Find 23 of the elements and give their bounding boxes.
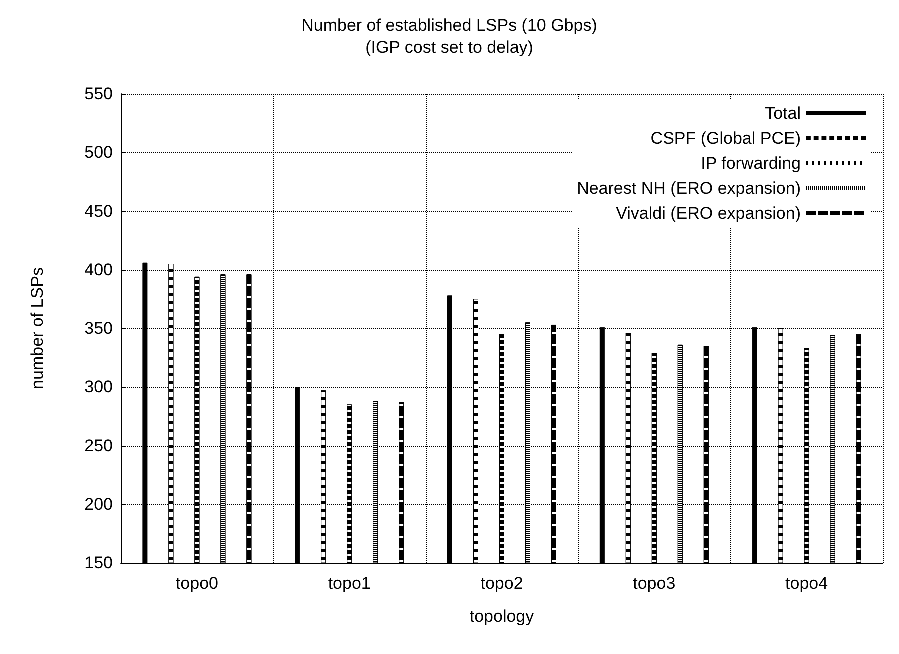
legend-label: Nearest NH (ERO expansion) [577, 179, 801, 198]
x-tick-label: topo1 [328, 574, 371, 593]
x-tick-label: topo3 [633, 574, 676, 593]
y-tick-label: 200 [84, 494, 113, 514]
chart-subtitle: (IGP cost set to delay) [366, 38, 534, 57]
y-axis-title: number of LSPs [28, 268, 47, 390]
y-tick-label: 250 [84, 436, 113, 456]
y-tick-label: 500 [84, 143, 113, 162]
y-tick-label: 350 [84, 319, 113, 338]
x-tick-label: topo2 [480, 574, 524, 593]
y-tick-label: 150 [84, 554, 113, 572]
legend-label: IP forwarding [701, 154, 801, 173]
x-axis-title: topology [470, 607, 535, 626]
chart-title: Number of established LSPs (10 Gbps) [302, 16, 598, 35]
legend-label: Vivaldi (ERO expansion) [616, 204, 801, 223]
legend-label: CSPF (Global PCE) [650, 129, 801, 148]
y-tick-label: 550 [84, 84, 113, 104]
y-tick-label: 450 [84, 202, 113, 221]
x-tick-label: topo0 [176, 574, 218, 593]
legend-label: Total [765, 104, 801, 123]
x-tick-label: topo4 [786, 574, 828, 593]
y-tick-label: 400 [84, 260, 113, 280]
y-tick-label: 300 [84, 378, 113, 397]
